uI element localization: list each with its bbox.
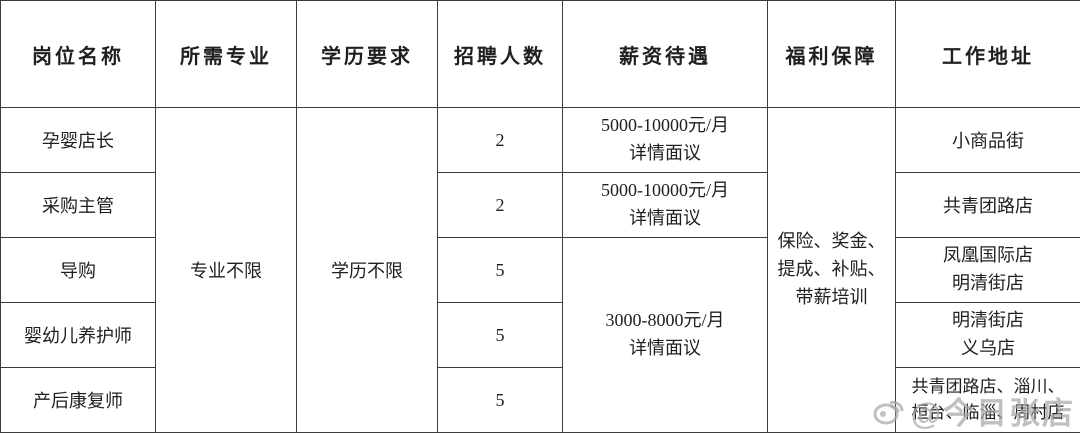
header-education: 学历要求 [296,0,438,108]
cell-position: 导购 [0,237,156,303]
cell-position: 孕婴店长 [0,107,156,173]
cell-count: 5 [437,237,563,303]
cell-salary-merged: 3000-8000元/月 详情面议 [562,237,768,433]
table-header-row: 岗位名称 所需专业 学历要求 招聘人数 薪资待遇 福利保障 工作地址 [0,0,1080,108]
table-row: 采购主管 2 5000-10000元/月 详情面议 共青团路店 [0,172,1080,238]
header-address: 工作地址 [895,0,1080,108]
cell-position: 产后康复师 [0,367,156,433]
cell-salary: 5000-10000元/月 详情面议 [562,107,768,173]
header-position: 岗位名称 [0,0,156,108]
cell-count: 2 [437,172,563,238]
table-row: 导购 5 3000-8000元/月 详情面议 凤凰国际店 明清街店 [0,237,1080,433]
cell-address: 共青团路店、淄川、 桓台、临淄、周村店 [895,367,1080,433]
table-row: 产后康复师 5 共青团路店、淄川、 桓台、临淄、周村店 [0,367,1080,433]
cell-count: 2 [437,107,563,173]
cell-position: 采购主管 [0,172,156,238]
cell-address: 凤凰国际店 明清街店 [895,237,1080,303]
cell-count: 5 [437,302,563,368]
cell-address: 明清街店 义乌店 [895,302,1080,368]
header-count: 招聘人数 [437,0,563,108]
table-row: 孕婴店长 专业不限 学历不限 2 5000-10000元/月 详情面议 保险、奖… [0,107,1080,433]
cell-salary: 5000-10000元/月 详情面议 [562,172,768,238]
cell-position: 婴幼儿养护师 [0,302,156,368]
header-benefits: 福利保障 [767,0,896,108]
header-salary: 薪资待遇 [562,0,768,108]
cell-benefits-merged: 保险、奖金、 提成、补贴、 带薪培训 [767,107,896,433]
cell-education-merged: 学历不限 [296,107,438,433]
table-row: 婴幼儿养护师 5 明清街店 义乌店 [0,302,1080,368]
cell-count: 5 [437,367,563,433]
cell-address: 共青团路店 [895,172,1080,238]
header-major: 所需专业 [155,0,297,108]
cell-address: 小商品街 [895,107,1080,173]
cell-major-merged: 专业不限 [155,107,297,433]
